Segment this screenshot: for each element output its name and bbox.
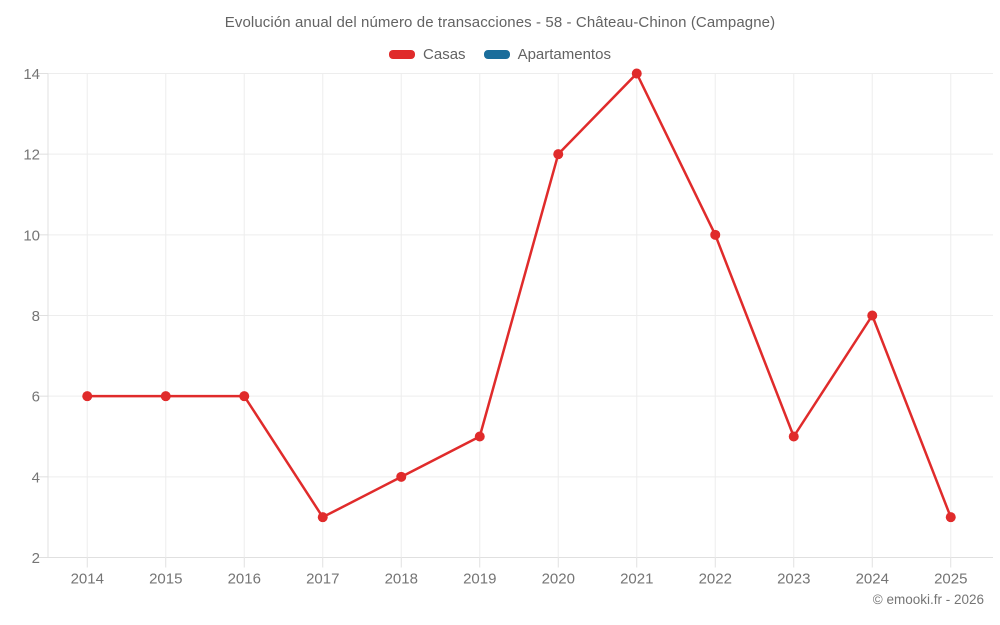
casas-data-point[interactable] [710, 229, 721, 240]
casas-legend-swatch-icon [389, 50, 416, 59]
casas-data-point[interactable] [239, 391, 250, 402]
x-tick-label: 2017 [306, 571, 339, 588]
casas-data-point[interactable] [553, 149, 564, 160]
y-tick-label: 4 [32, 469, 40, 486]
legend: Casas Apartamentos [0, 46, 1000, 63]
chart-title: Evolución anual del número de transaccio… [224, 14, 776, 31]
casas-data-point[interactable] [317, 512, 328, 523]
legend-item-apartamentos[interactable]: Apartamentos [483, 46, 611, 63]
copyright: © emooki.fr - 2026 [872, 592, 984, 607]
casas-data-point[interactable] [788, 431, 799, 442]
x-tick-label: 2015 [149, 571, 182, 588]
x-tick-label: 2023 [777, 571, 810, 588]
legend-item-casas[interactable]: Casas [389, 46, 466, 63]
x-tick-label: 2020 [542, 571, 575, 588]
x-tick-label: 2024 [856, 571, 889, 588]
x-tick-label: 2014 [71, 571, 104, 588]
x-tick-label: 2018 [385, 571, 418, 588]
x-tick-label: 2025 [934, 571, 967, 588]
apartamentos-legend-swatch-icon [483, 50, 510, 59]
casas-legend-label: Casas [423, 46, 466, 63]
x-tick-label: 2019 [463, 571, 496, 588]
y-tick-label: 8 [32, 308, 40, 325]
y-tick-label: 2 [32, 550, 40, 567]
casas-data-point[interactable] [945, 512, 956, 523]
casas-data-point[interactable] [631, 68, 642, 79]
x-tick-label: 2016 [228, 571, 261, 588]
y-tick-label: 10 [23, 227, 40, 244]
casas-data-point[interactable] [867, 310, 878, 321]
x-tick-label: 2021 [620, 571, 653, 588]
x-tick-label: 2022 [699, 571, 732, 588]
y-tick-label: 14 [23, 66, 40, 83]
apartamentos-legend-label: Apartamentos [517, 46, 611, 63]
y-tick-label: 12 [23, 147, 40, 164]
casas-data-point[interactable] [396, 471, 407, 482]
casas-data-point[interactable] [160, 391, 171, 402]
y-tick-label: 6 [32, 389, 40, 406]
casas-data-point[interactable] [474, 431, 485, 442]
casas-data-point[interactable] [82, 391, 93, 402]
casas-line [86, 72, 952, 519]
